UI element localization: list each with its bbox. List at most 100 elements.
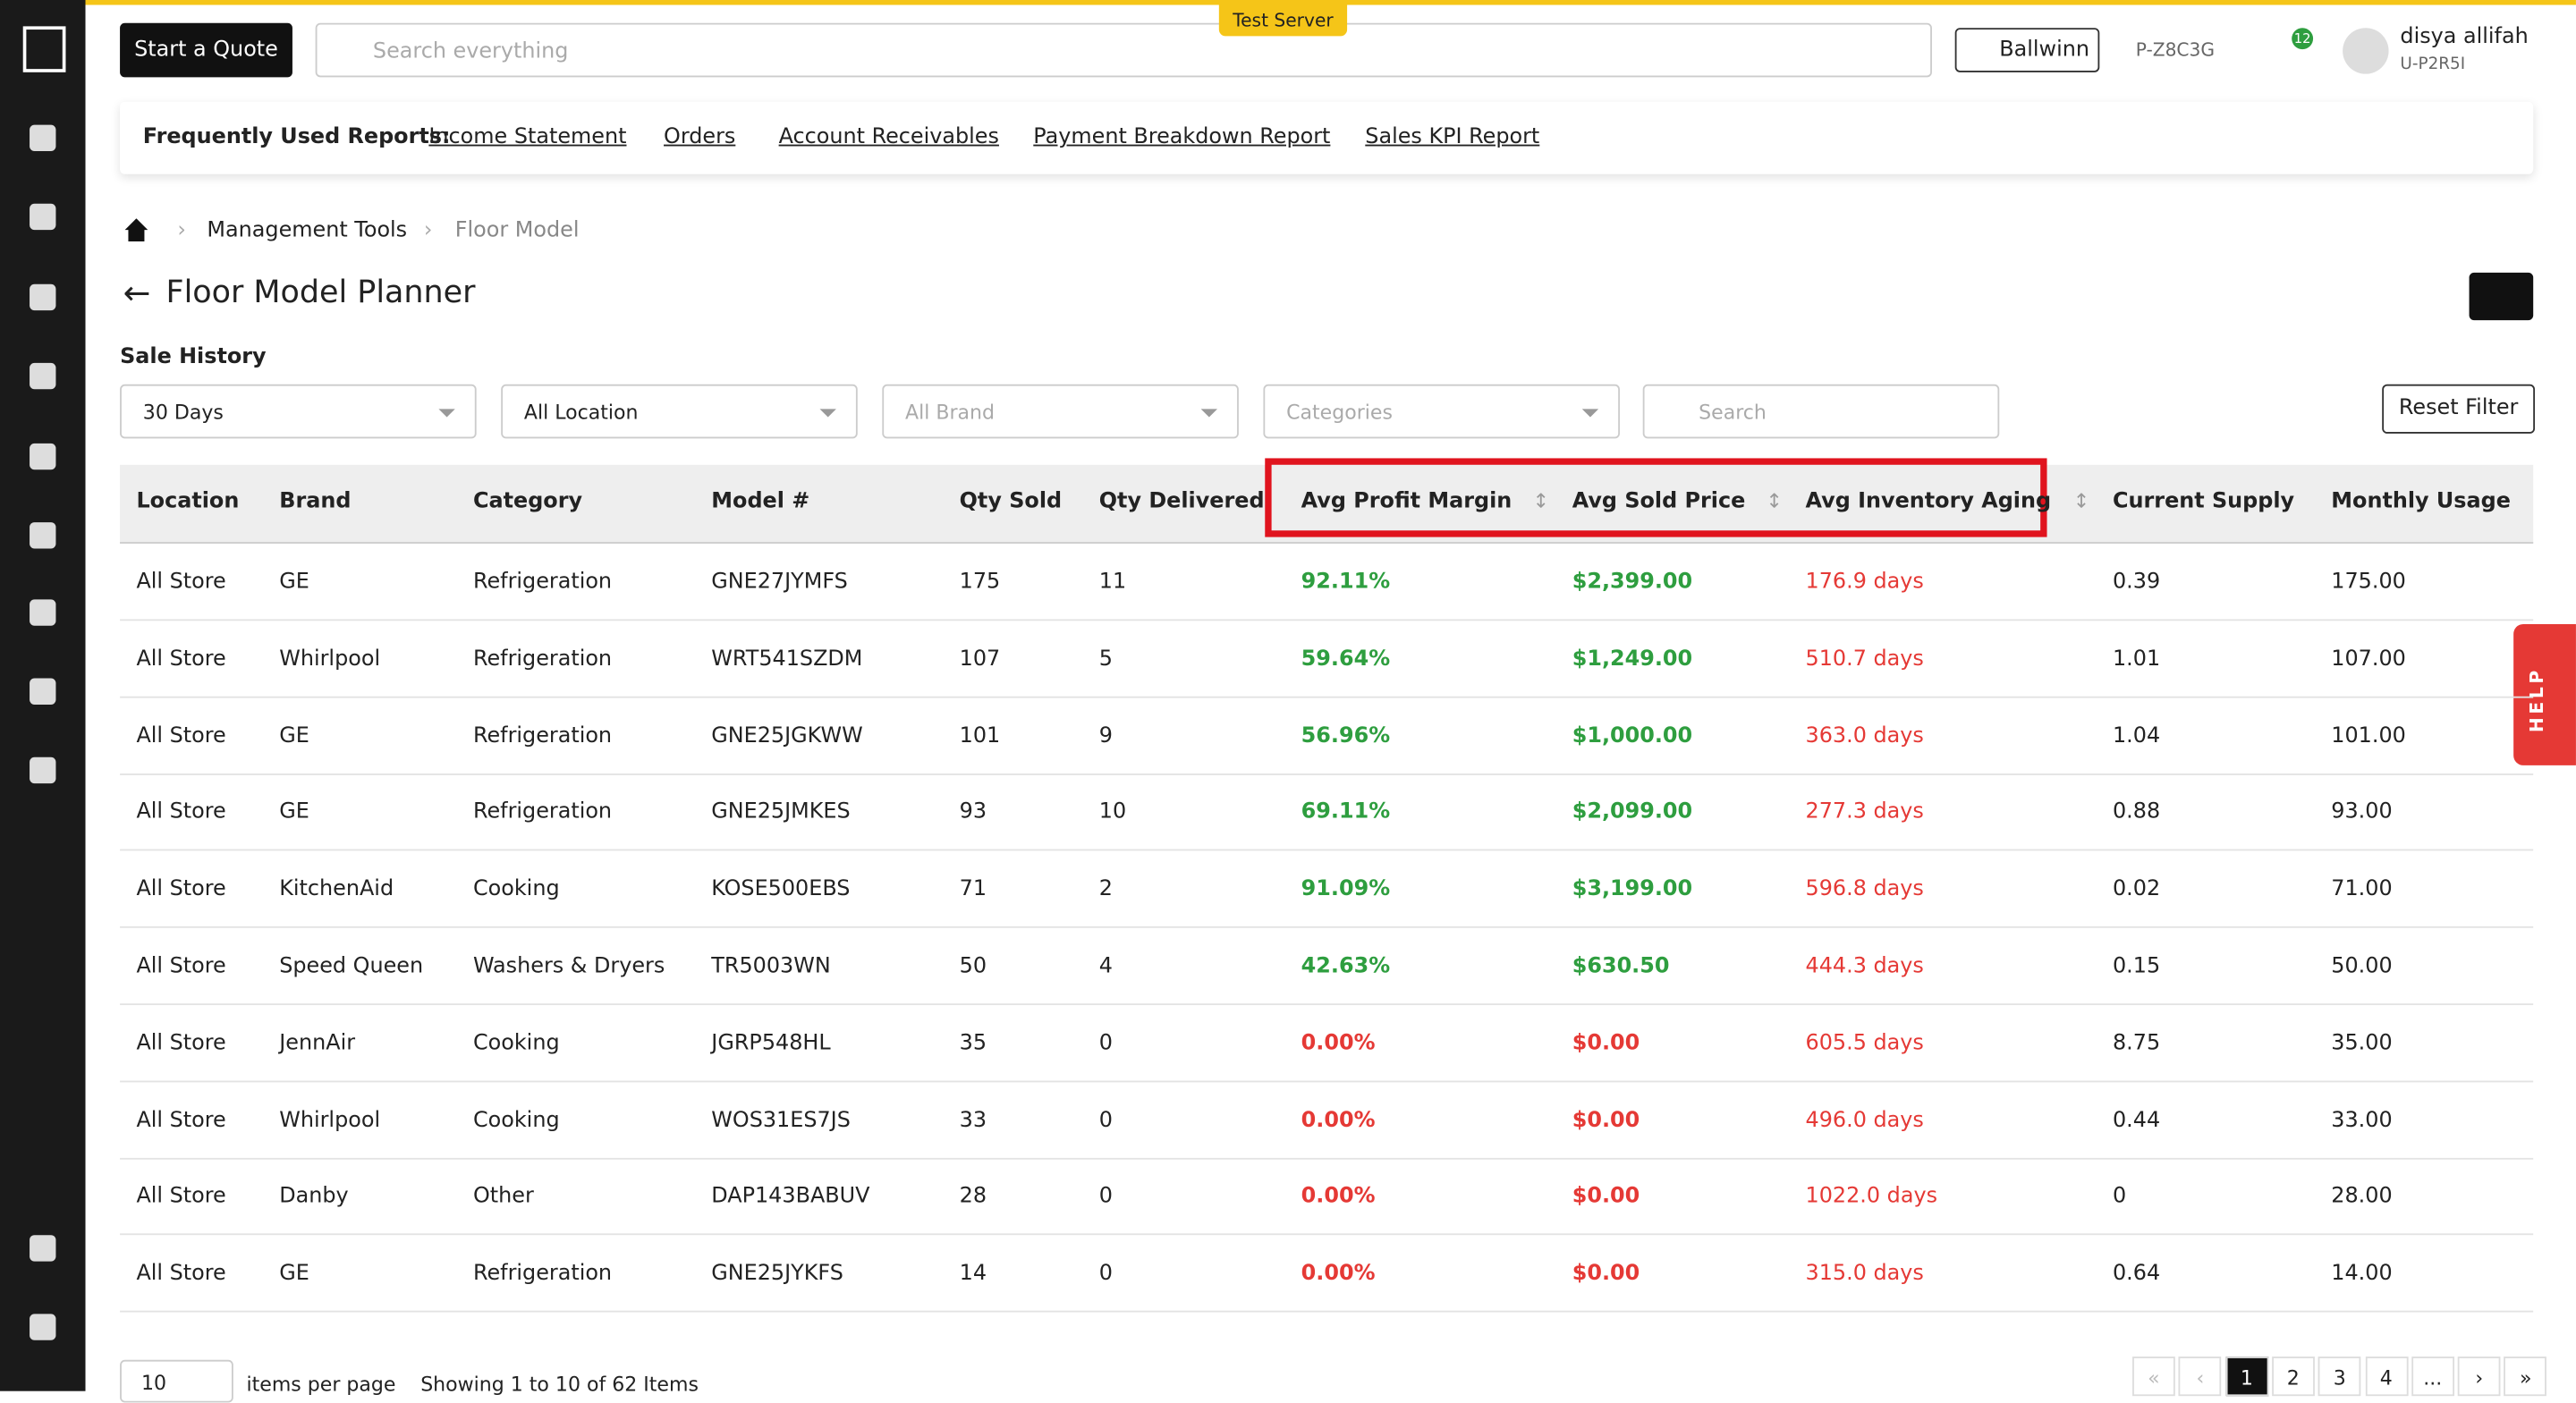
table-cell[interactable]: JGRP548HL — [711, 1031, 831, 1056]
caret — [438, 409, 455, 425]
table-cell: Washers & Dryers — [472, 954, 665, 979]
location-button[interactable]: Ballwinn — [1954, 28, 2100, 72]
help-tab[interactable]: HELP — [2513, 623, 2576, 765]
report-link[interactable]: Payment Breakdown Report — [1033, 124, 1331, 150]
column-header[interactable]: Avg Inventory Aging — [1805, 489, 2052, 514]
table-cell: Whirlpool — [279, 647, 381, 672]
sort-icon[interactable]: ↕ — [1766, 489, 1783, 513]
table-cell[interactable]: GNE27JYMFS — [711, 570, 848, 595]
nav-icon[interactable] — [30, 203, 56, 231]
filter-select[interactable]: All Brand — [882, 384, 1239, 439]
nav-icon[interactable] — [30, 1235, 56, 1262]
page-button[interactable]: 1 — [2224, 1357, 2268, 1397]
table-cell: 176.9 days — [1805, 570, 1924, 595]
table-cell: 0 — [1098, 1184, 1113, 1210]
sort-icon[interactable]: ↕ — [1532, 489, 1550, 513]
nav-icon[interactable] — [30, 599, 56, 626]
table-cell: GE — [279, 800, 309, 825]
table-cell: 0.44 — [2112, 1108, 2161, 1133]
table-cell: 42.63% — [1301, 954, 1391, 979]
nav-icon[interactable] — [30, 1314, 56, 1340]
row-divider — [120, 773, 2534, 775]
reports-bar: Frequently Used Reports: Income Statemen… — [120, 102, 2533, 174]
nav-icon[interactable] — [30, 756, 56, 784]
table-cell[interactable]: WOS31ES7JS — [711, 1108, 851, 1133]
report-link[interactable]: Orders — [664, 124, 736, 150]
table-cell: 35 — [959, 1031, 987, 1056]
page-button[interactable]: « — [2132, 1357, 2175, 1397]
column-header[interactable]: Avg Profit Margin — [1301, 489, 1513, 514]
table-cell[interactable]: GNE25JGKWW — [711, 723, 863, 748]
nav-icon[interactable] — [30, 522, 56, 549]
breadcrumb-link[interactable]: Management Tools — [207, 218, 408, 243]
row-divider — [120, 619, 2534, 621]
table-cell: $2,399.00 — [1572, 570, 1693, 595]
table-cell[interactable]: GNE25JYKFS — [711, 1261, 843, 1287]
back-arrow[interactable]: ← — [123, 272, 151, 312]
report-link[interactable]: Sales KPI Report — [1365, 124, 1540, 150]
table-cell[interactable]: WRT541SZDM — [711, 647, 863, 672]
page-button[interactable]: › — [2457, 1357, 2501, 1397]
filter-value: All Location — [523, 401, 639, 424]
nav-icon[interactable] — [30, 678, 56, 705]
start-quote-button[interactable]: Start a Quote — [120, 22, 292, 78]
report-link[interactable]: Income Statement — [428, 124, 627, 150]
server-badge: Test Server — [1218, 4, 1348, 37]
account-code: P-Z8C3G — [2135, 39, 2216, 61]
page-button[interactable]: 3 — [2318, 1357, 2361, 1397]
nav-icon[interactable] — [30, 362, 56, 390]
table-cell: 35.00 — [2331, 1031, 2393, 1056]
table-cell: All Store — [136, 954, 226, 979]
nav-icon[interactable] — [30, 124, 56, 151]
logo[interactable] — [22, 26, 66, 72]
column-header: Model # — [711, 489, 810, 514]
search-box[interactable]: Search everything — [315, 22, 1932, 78]
table-cell: 101.00 — [2331, 723, 2406, 748]
reset-filter-button[interactable]: Reset Filter — [2382, 384, 2536, 434]
table-cell[interactable]: TR5003WN — [711, 954, 831, 979]
page-button[interactable]: 2 — [2271, 1357, 2315, 1397]
table-cell: 33.00 — [2331, 1108, 2393, 1133]
filter-search[interactable]: Search — [1642, 384, 2000, 439]
notification-count[interactable]: 12 — [2292, 28, 2314, 50]
table-cell[interactable]: GNE25JMKES — [711, 800, 851, 825]
nav-icon[interactable] — [30, 283, 56, 311]
nav-icon[interactable] — [30, 443, 56, 470]
table-cell: 277.3 days — [1805, 800, 1924, 825]
page-button[interactable]: ... — [2411, 1357, 2454, 1397]
download-button[interactable] — [2469, 272, 2534, 321]
page-button[interactable]: 4 — [2364, 1357, 2408, 1397]
filter-select[interactable]: Categories — [1263, 384, 1620, 439]
table-cell: $3,199.00 — [1572, 877, 1693, 902]
home-icon[interactable] — [124, 218, 148, 241]
filter-value: All Brand — [905, 401, 996, 424]
column-header: Monthly Usage — [2331, 489, 2511, 514]
table-cell[interactable]: KOSE500EBS — [711, 877, 851, 902]
avatar[interactable] — [2343, 28, 2389, 74]
column-header: Brand — [279, 489, 352, 514]
report-link[interactable]: Account Receivables — [778, 124, 999, 150]
breadcrumb-sep: › — [177, 218, 186, 243]
sort-icon[interactable]: ↕ — [2072, 489, 2090, 513]
filter-select[interactable]: 30 Days — [120, 384, 477, 439]
column-header[interactable]: Avg Sold Price — [1572, 489, 1746, 514]
per-page-select[interactable]: 10 — [120, 1359, 233, 1403]
table-cell: $0.00 — [1572, 1261, 1640, 1287]
table-cell[interactable]: DAP143BABUV — [711, 1184, 870, 1210]
table-cell: 50.00 — [2331, 954, 2393, 979]
table-cell: 596.8 days — [1805, 877, 1924, 902]
table-cell: 0.00% — [1301, 1108, 1376, 1133]
page-button[interactable]: » — [2504, 1357, 2547, 1397]
filter-select[interactable]: All Location — [501, 384, 858, 439]
table-cell: 510.7 days — [1805, 647, 1924, 672]
help-label: HELP — [2526, 667, 2548, 733]
table-cell: $630.50 — [1572, 954, 1670, 979]
showing-text: Showing 1 to 10 of 62 Items — [420, 1373, 699, 1397]
table-cell: 1022.0 days — [1805, 1184, 1938, 1210]
page-button[interactable]: ‹ — [2179, 1357, 2222, 1397]
breadcrumb-current: Floor Model — [454, 218, 580, 243]
reports-label: Frequently Used Reports: — [142, 124, 451, 150]
filter-value: 30 Days — [142, 401, 224, 424]
user-name: disya allifah — [2400, 24, 2529, 50]
table-cell: 10 — [1098, 800, 1127, 825]
